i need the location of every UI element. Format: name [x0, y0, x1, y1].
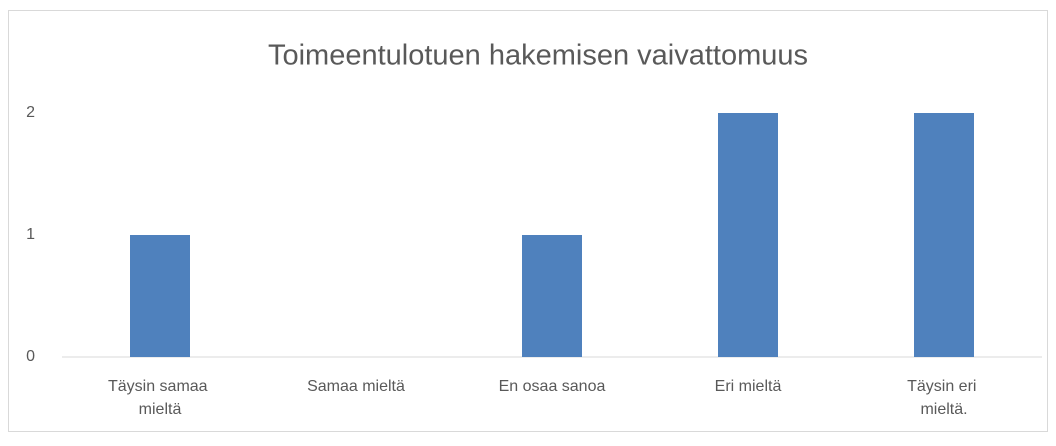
bar [914, 113, 974, 357]
chart-frame [8, 10, 1048, 432]
y-tick-label: 2 [26, 104, 35, 121]
x-tick-label: Täysin samaa mieltä [108, 378, 212, 418]
y-tick-label: 1 [26, 226, 35, 243]
bar [522, 235, 582, 357]
x-tick-label: Täysin eri mieltä. [907, 378, 981, 418]
x-tick-label: En osaa sanoa [499, 378, 606, 395]
bar [718, 113, 778, 357]
bar [130, 235, 190, 357]
x-tick-label: Samaa mieltä [307, 378, 405, 395]
x-tick-label: Eri mieltä [715, 378, 782, 395]
chart-title: Toimeentulotuen hakemisen vaivattomuus [268, 40, 808, 72]
y-tick-label: 0 [26, 348, 35, 365]
